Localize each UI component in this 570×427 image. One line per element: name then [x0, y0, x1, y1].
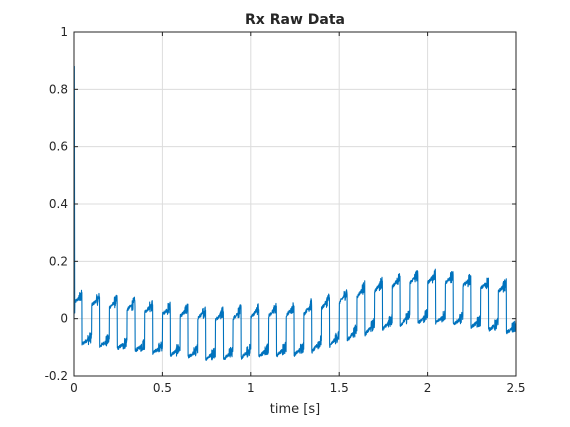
series-layer: [73, 65, 517, 361]
grid: [73, 31, 517, 377]
x-axis-label: time [s]: [270, 402, 320, 417]
y-tick-label: 0.8: [49, 82, 68, 96]
y-tick-label: 1: [60, 25, 68, 39]
x-tick-label: 2: [424, 381, 432, 395]
y-tick-label: 0.4: [49, 197, 68, 211]
x-tick-label: 0.5: [153, 381, 172, 395]
ticks: 0 0.5 1 1.5 2 2.5-0.200.20.40.60.81: [45, 25, 526, 395]
y-tick-label: 0.2: [49, 254, 68, 268]
series-line-rx-raw: [73, 65, 517, 361]
chart-title: Rx Raw Data: [245, 12, 345, 28]
y-tick-label: 0: [60, 312, 68, 326]
x-tick-label: 1: [247, 381, 255, 395]
y-tick-label: 0.6: [49, 140, 68, 154]
x-tick-label: 1.5: [330, 381, 349, 395]
x-tick-label: 2.5: [506, 381, 525, 395]
x-tick-label: 0: [70, 381, 78, 395]
y-tick-label: -0.2: [45, 369, 68, 383]
